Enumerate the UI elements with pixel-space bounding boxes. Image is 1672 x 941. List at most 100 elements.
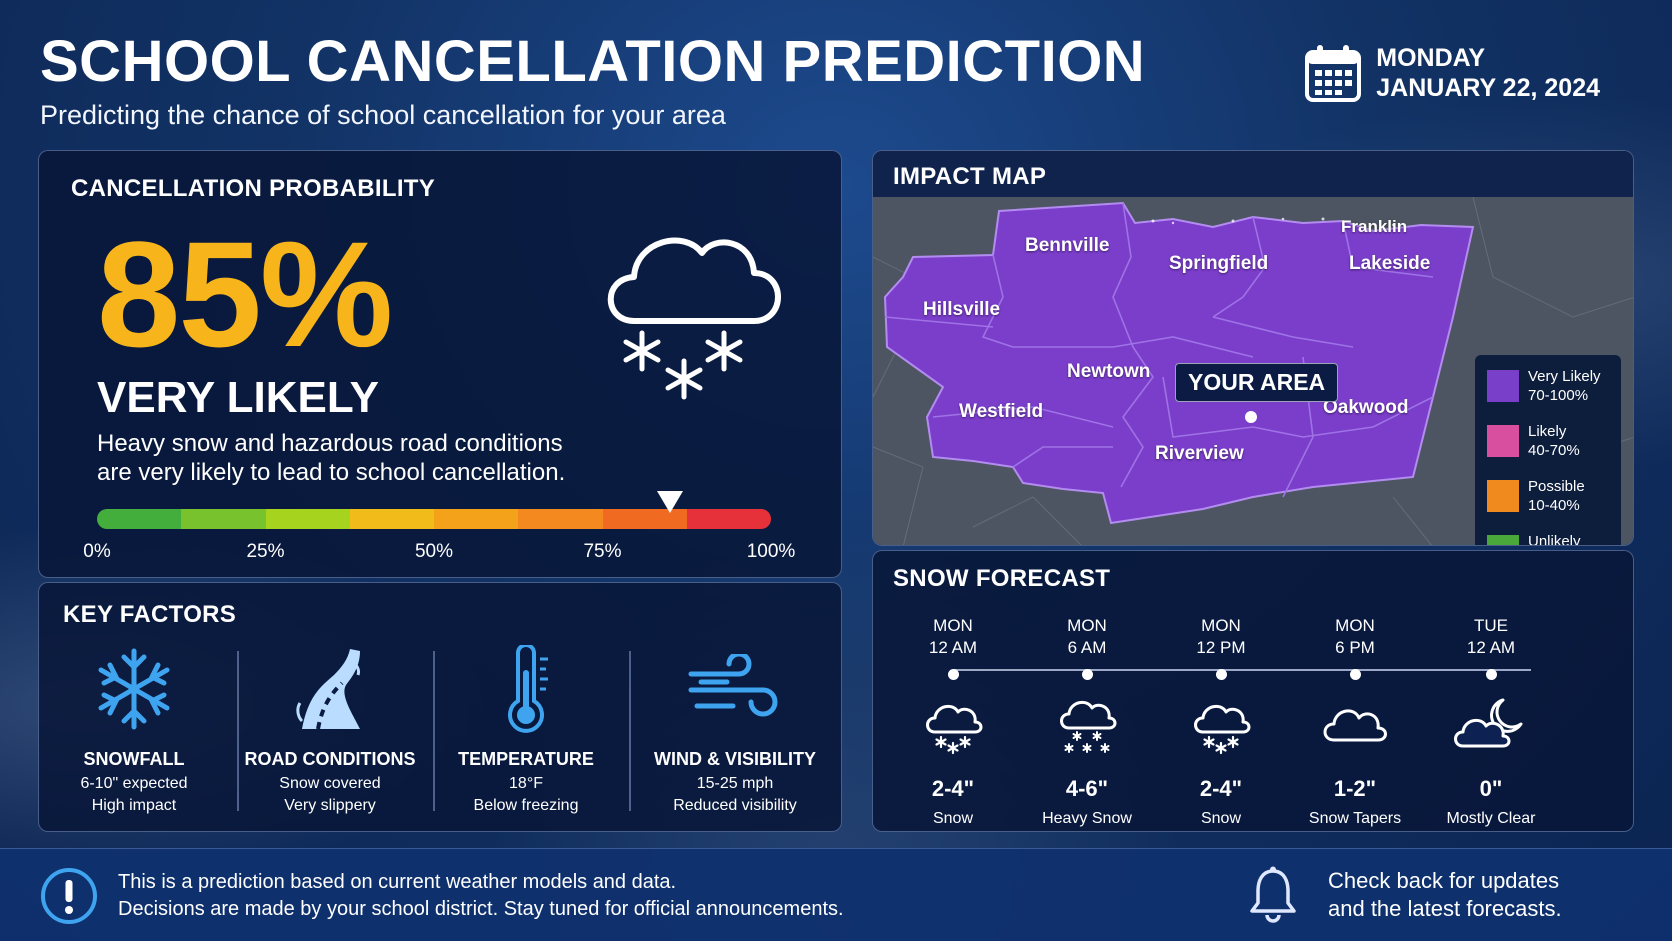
forecast-amount: 4-6": [1065, 776, 1109, 801]
forecast-amount: 2-4": [931, 776, 975, 801]
town-label: Springfield: [1169, 253, 1269, 274]
disclaimer: This is a prediction based on current we…: [118, 869, 844, 923]
probability-panel: CANCELLATION PROBABILITY 85% VERY LIKELY…: [38, 150, 842, 578]
forecast-time: 12 PM: [1196, 638, 1246, 657]
legend-item: Likely 40-70%: [1487, 422, 1609, 460]
timeline-dot: [947, 669, 959, 680]
town-label: Bennville: [1025, 235, 1110, 256]
forecast-condition: Snow: [932, 810, 974, 827]
legend-label: Unlikely: [1528, 533, 1581, 546]
impact-map[interactable]: Bennville Springfield Franklin Lakeside …: [873, 197, 1633, 546]
snow-cloud-icon: [1146, 694, 1296, 758]
your-area-label: YOUR AREA: [1175, 363, 1339, 402]
key-factors-title: KEY FACTORS: [63, 601, 237, 628]
probability-tick-label: 50%: [414, 541, 454, 562]
factor-detail: High impact: [91, 797, 177, 814]
forecast-day: TUE: [1474, 616, 1508, 635]
page-subtitle: Predicting the chance of school cancella…: [40, 100, 726, 130]
forecast-slot: MON 6 AM 4-6" Heavy Snow: [1012, 615, 1162, 828]
map-legend: Very Likely 70-100% Likely 40-70% Possible 10…: [1475, 355, 1621, 546]
probability-title: CANCELLATION PROBABILITY: [71, 175, 436, 202]
forecast-time: 12 AM: [928, 638, 978, 657]
factor-name: ROAD CONDITIONS: [244, 749, 416, 769]
factor-detail: 6-10" expected: [80, 775, 188, 792]
town-label: Newtown: [1067, 361, 1151, 382]
factor-divider: [629, 651, 631, 811]
date-display: MONDAY JANUARY 22, 2024: [1304, 42, 1600, 104]
probability-label: VERY LIKELY: [97, 373, 380, 422]
legend-item: Unlikely0-10%: [1487, 532, 1609, 546]
forecast-condition: Snow Tapers: [1308, 810, 1402, 827]
date-full: JANUARY 22, 2024: [1376, 74, 1600, 102]
timeline-dot: [1349, 669, 1361, 680]
factor-detail: Below freezing: [473, 797, 579, 814]
factor-detail: Snow covered: [279, 775, 381, 792]
forecast-condition: Snow: [1200, 810, 1242, 827]
legend-range: 70-100%: [1528, 387, 1589, 404]
map-header: [873, 151, 1633, 197]
road-icon: [296, 649, 360, 730]
thermometer-icon: [508, 645, 548, 733]
disclaimer-line-2: Decisions are made by your school distri…: [118, 898, 844, 920]
forecast-amount: 1-2": [1333, 776, 1377, 801]
probability-bar-segment: [602, 509, 687, 529]
forecast-condition: Heavy Snow: [1042, 810, 1132, 827]
heavy-snow-cloud-icon: [1012, 694, 1162, 758]
legend-label: Possible: [1528, 478, 1585, 495]
factor-wind: WIND & VISIBILITY 15-25 mph Reduced visi…: [633, 643, 837, 814]
header: SCHOOL CANCELLATION PREDICTION Predictin…: [40, 28, 1640, 138]
legend-swatch: [1487, 535, 1519, 545]
factor-detail: 18°F: [509, 775, 543, 792]
timeline-dot: [1215, 669, 1227, 680]
impact-map-title: IMPACT MAP: [893, 163, 1047, 190]
probability-bar-segment: [265, 509, 350, 529]
legend-range: 10-40%: [1528, 497, 1580, 514]
forecast-day: MON: [1067, 616, 1107, 635]
factor-name: SNOWFALL: [83, 749, 185, 769]
description-line-2: are very likely to lead to school cancel…: [97, 459, 566, 486]
factor-snowfall: SNOWFALL 6-10" expected High impact: [39, 643, 229, 814]
legend-swatch: [1487, 425, 1519, 457]
town-label: Riverview: [1155, 443, 1244, 464]
forecast-slot: TUE 12 AM 0" Mostly Clear: [1416, 615, 1566, 828]
legend-range: 40-70%: [1528, 442, 1580, 459]
forecast-time: 6 PM: [1335, 638, 1375, 657]
probability-marker: [656, 491, 683, 513]
updates-line-1: Check back for updates: [1328, 868, 1560, 893]
town-label: Hillsville: [923, 299, 1001, 320]
your-area-marker[interactable]: [1245, 411, 1257, 423]
probability-tick-label: 100%: [746, 541, 796, 562]
key-factors-panel: KEY FACTORS SNOWFALL 6-10" expected High…: [38, 582, 842, 832]
probability-bar-segment: [686, 509, 771, 529]
factor-detail: Reduced visibility: [673, 797, 797, 814]
factor-temperature: TEMPERATURE 18°F Below freezing: [431, 643, 621, 814]
probability-description: Heavy snow and hazardous road conditions…: [97, 429, 657, 487]
forecast-amount: 0": [1479, 776, 1503, 801]
probability-bar-segment: [181, 509, 266, 529]
probability-bar-segment: [349, 509, 434, 529]
forecast-slot: MON 12 PM 2-4" Snow: [1146, 615, 1296, 828]
town-label: Lakeside: [1349, 253, 1431, 274]
timeline-line: [953, 669, 1531, 671]
factor-detail: 15-25 mph: [696, 775, 774, 792]
forecast-time: 12 AM: [1466, 638, 1516, 657]
factor-divider: [237, 651, 239, 811]
bell-icon[interactable]: [1248, 865, 1298, 923]
description-line-1: Heavy snow and hazardous road conditions: [97, 430, 563, 457]
probability-bar-segment: [97, 509, 182, 529]
impact-map-panel: IMPACT MAP: [872, 150, 1634, 546]
probability-bar: [97, 509, 771, 529]
calendar-icon: [1305, 45, 1362, 102]
forecast-condition: Mostly Clear: [1446, 810, 1536, 827]
probability-tick-label: 75%: [583, 541, 622, 562]
forecast-slot: MON 6 PM 1-2" Snow Tapers: [1280, 615, 1430, 828]
snowflake-icon: [98, 648, 170, 730]
factor-name: WIND & VISIBILITY: [654, 749, 816, 769]
snow-forecast-panel: SNOW FORECAST MON 12 AM 2-4" Snow MON 6 AM 4-6…: [872, 550, 1634, 832]
page-title: SCHOOL CANCELLATION PREDICTION: [40, 29, 1146, 94]
forecast-day: MON: [1335, 616, 1375, 635]
footer: This is a prediction based on current we…: [0, 848, 1672, 941]
timeline-dot: [1081, 669, 1093, 680]
snow-cloud-icon: [607, 237, 781, 400]
factor-name: TEMPERATURE: [458, 749, 594, 769]
